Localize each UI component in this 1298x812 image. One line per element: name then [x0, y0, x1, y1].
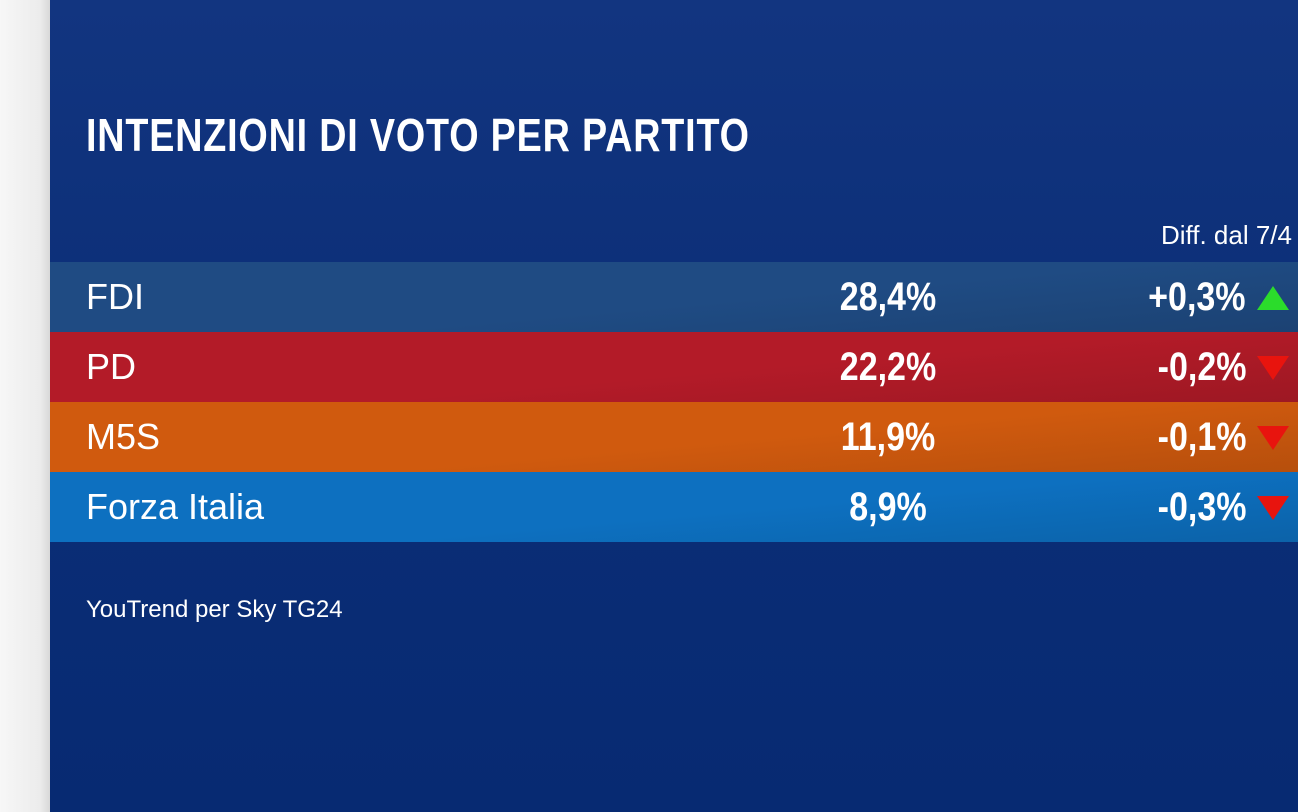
party-name: Forza Italia — [86, 486, 265, 527]
trend-arrow-shape — [1257, 356, 1289, 380]
party-value: 22,2% — [839, 345, 937, 389]
trend-arrow-shape — [1257, 496, 1289, 520]
poll-rows: FDI 28,4% +0,3% PD 22,2% -0,2% M5S 11,9%… — [50, 262, 1298, 542]
chart-title: INTENZIONI DI VOTO PER PARTITO — [86, 109, 750, 161]
party-row: FDI 28,4% +0,3% — [50, 262, 1298, 332]
party-diff: -0,3% — [1157, 485, 1246, 529]
trend-arrow-shape — [1257, 426, 1289, 450]
trend-arrow-icon — [1257, 356, 1289, 380]
party-row: M5S 11,9% -0,1% — [50, 402, 1298, 472]
party-diff: +0,3% — [1148, 275, 1246, 319]
source-credit: YouTrend per Sky TG24 — [86, 596, 343, 623]
party-diff: -0,2% — [1157, 345, 1246, 389]
party-name: FDI — [86, 276, 144, 317]
party-row: PD 22,2% -0,2% — [50, 332, 1298, 402]
party-name: M5S — [86, 416, 161, 457]
party-value: 8,9% — [849, 485, 927, 529]
trend-arrow-icon — [1257, 426, 1289, 450]
party-value: 11,9% — [840, 415, 936, 459]
left-margin-strip — [0, 0, 50, 812]
trend-arrow-icon — [1257, 496, 1289, 520]
diff-column-header: Diff. dal 7/4 — [1160, 220, 1292, 250]
party-row: Forza Italia 8,9% -0,3% — [50, 472, 1298, 542]
trend-arrow-shape — [1257, 286, 1289, 310]
party-value: 28,4% — [839, 275, 937, 319]
poll-panel: INTENZIONI DI VOTO PER PARTITO Diff. dal… — [50, 0, 1298, 812]
party-diff: -0,1% — [1157, 415, 1246, 459]
party-name: PD — [86, 346, 137, 387]
trend-arrow-icon — [1257, 286, 1289, 310]
